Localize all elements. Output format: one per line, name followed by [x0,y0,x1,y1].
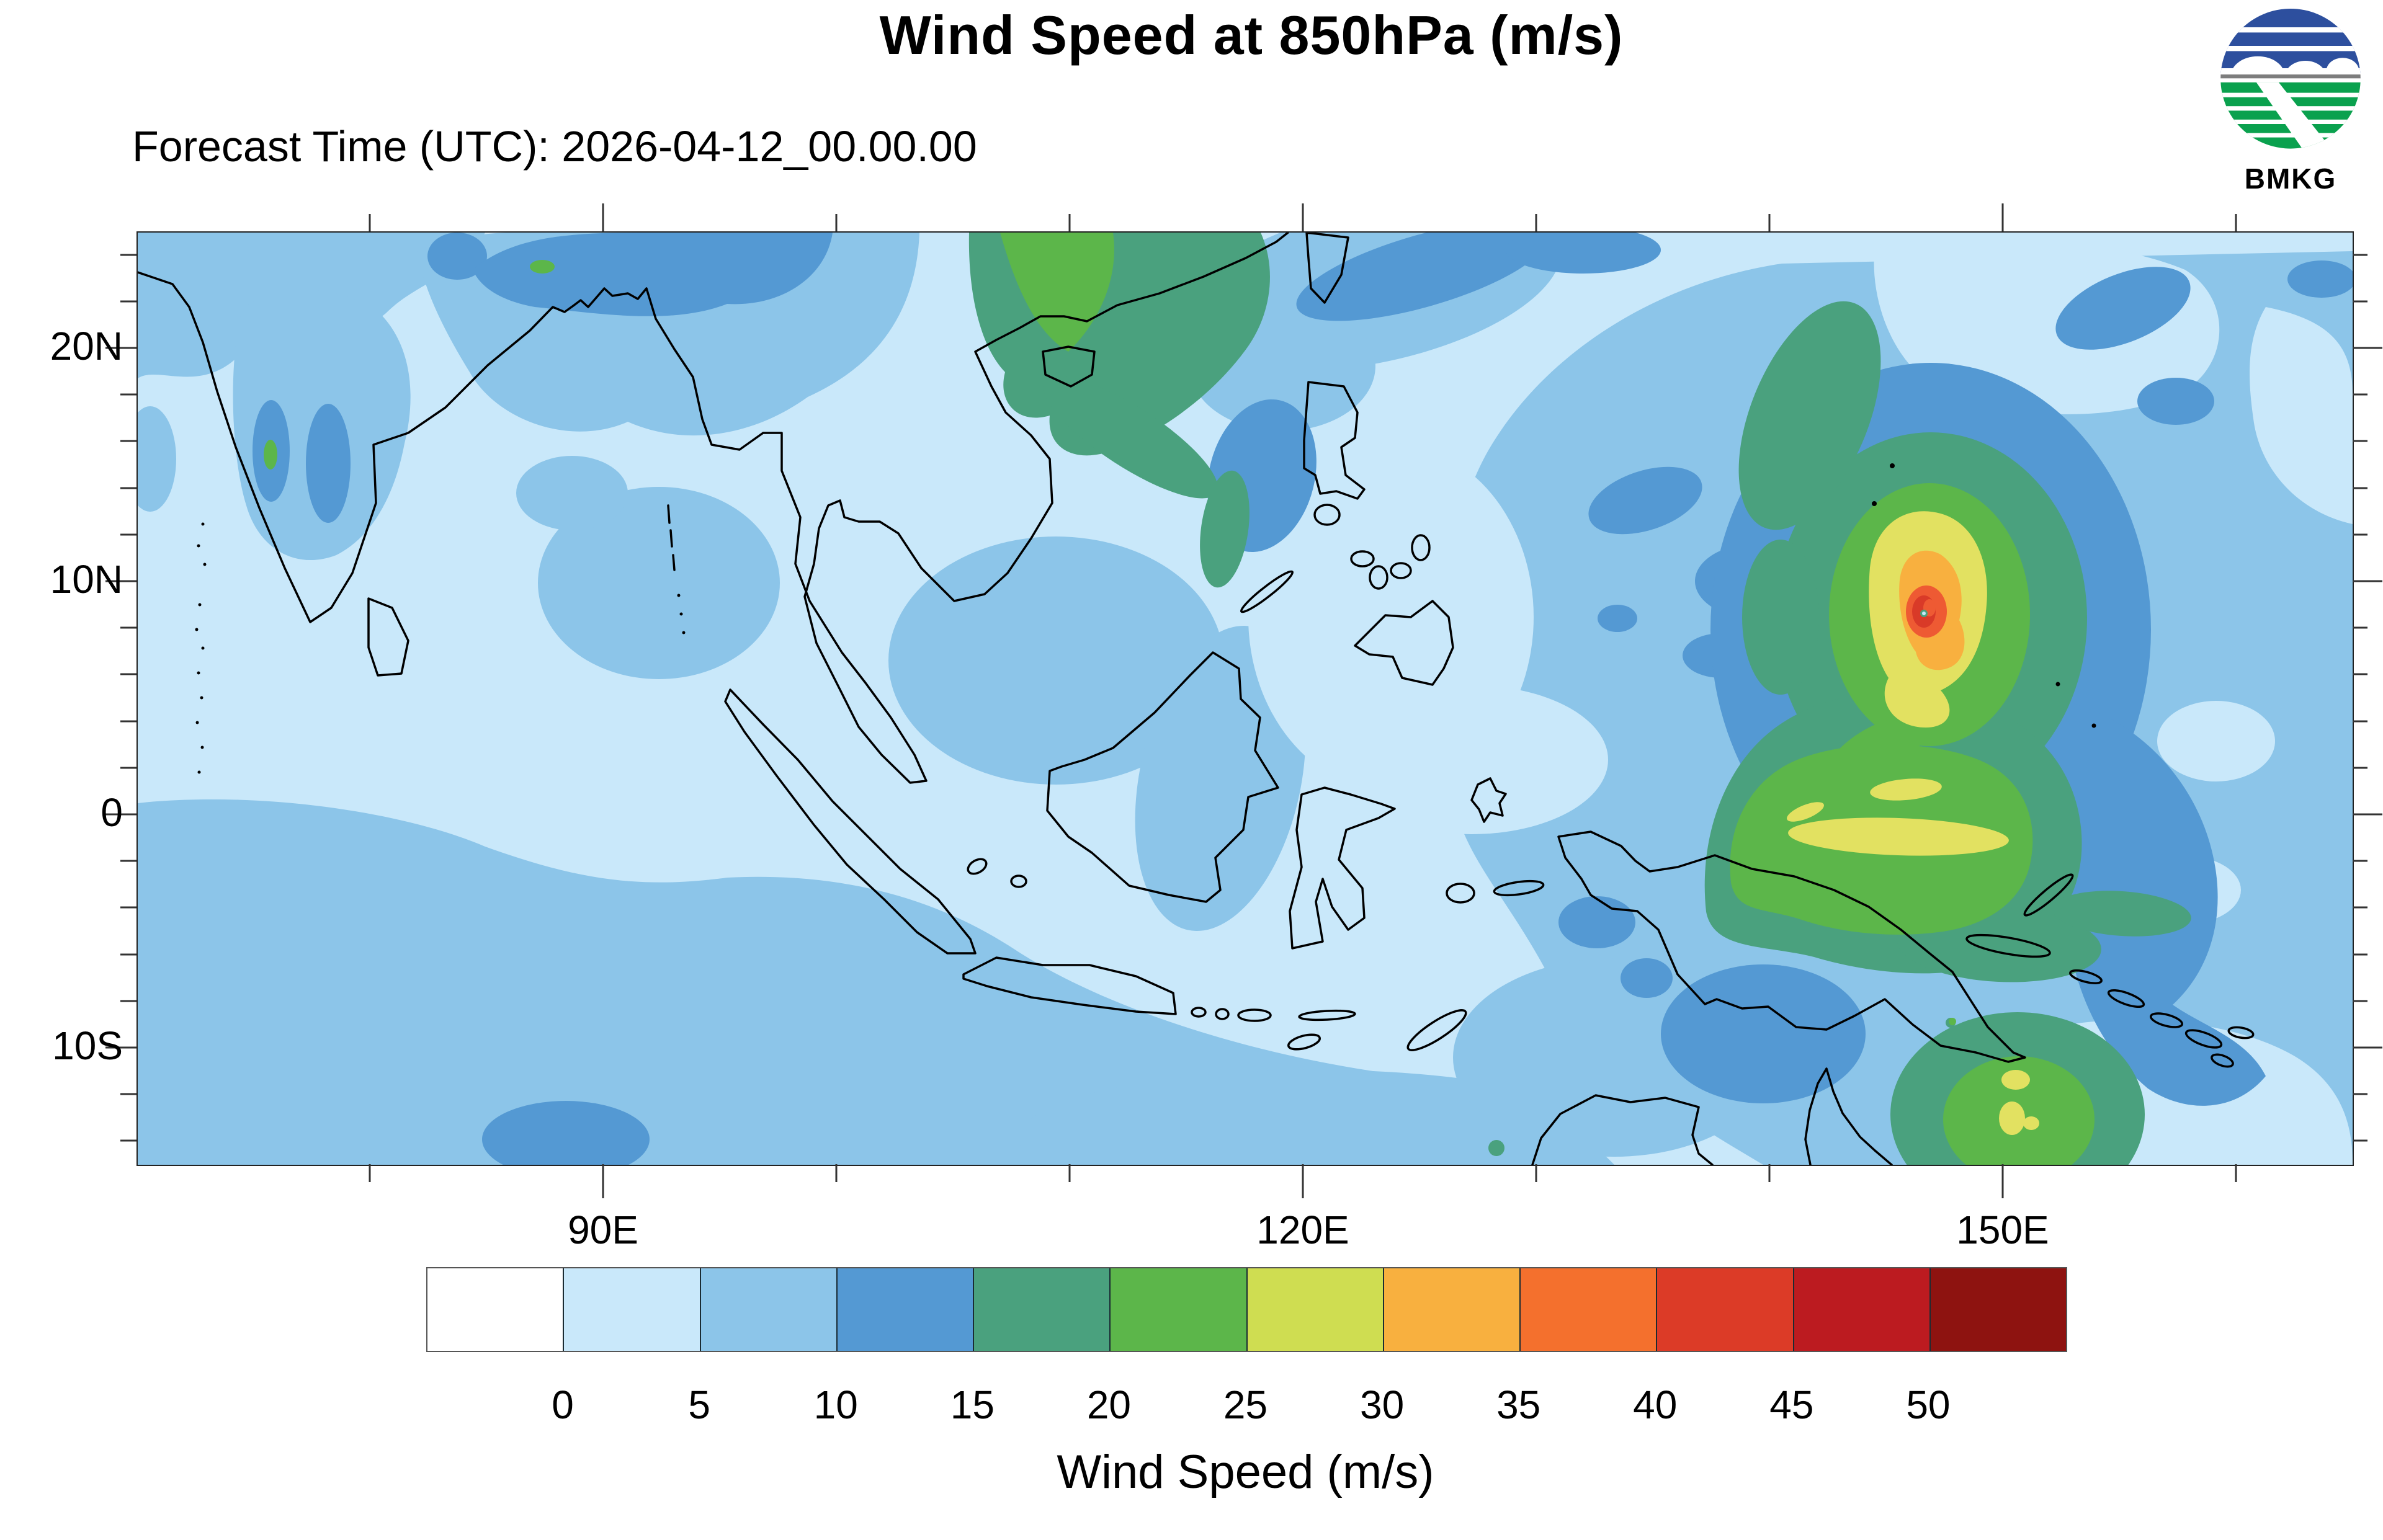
lat-label-20n: 20N [50,324,123,369]
page-title: Wind Speed at 850hPa (m/s) [879,4,1624,66]
colorbar-tick-40: 40 [1633,1382,1678,1427]
colorbar-cell-7 [1384,1268,1521,1351]
wind-speed-contour-field [138,233,2353,1165]
colorbar-tick-50: 50 [1906,1382,1951,1427]
coastlines [138,233,2255,1165]
bmkg-logo-icon [2220,9,2361,149]
forecast-time-label: Forecast Time (UTC): 2026-04-12_00.00.00 [132,122,977,171]
colorbar-cell-9 [1657,1268,1794,1351]
colorbar-cell-5 [1111,1268,1248,1351]
colorbar-cell-4 [974,1268,1111,1351]
small-islands [195,463,2096,774]
bmkg-logo: BMKG [2216,9,2365,195]
colorbar-tick-35: 35 [1496,1382,1541,1427]
lon-label-90e: 90E [568,1208,638,1252]
colorbar-tick-25: 25 [1223,1382,1268,1427]
colorbar-cell-2 [700,1268,838,1351]
lat-label-10n: 10N [50,557,123,602]
colorbar-cell-1 [564,1268,701,1351]
colorbar-cell-6 [1247,1268,1384,1351]
colorbar-cell-8 [1521,1268,1658,1351]
colorbar-tick-45: 45 [1769,1382,1814,1427]
lon-label-150e: 150E [1956,1208,2049,1252]
colorbar-tick-10: 10 [813,1382,858,1427]
bmkg-logo-label: BMKG [2244,162,2337,195]
colorbar-title: Wind Speed (m/s) [1057,1446,1434,1498]
colorbar-cell-3 [837,1268,974,1351]
colorbar-tick-5: 5 [688,1382,710,1427]
colorbar-cell-0 [427,1268,565,1351]
lat-label-0: 0 [101,790,123,835]
colorbar-tick-20: 20 [1086,1382,1131,1427]
colorbar-tick-15: 15 [950,1382,995,1427]
lat-label-10s: 10S [52,1023,123,1069]
colorbar-tick-labels: 0 5 10 15 20 25 30 35 40 45 50 [426,1382,2065,1431]
colorbar-tick-30: 30 [1359,1382,1405,1427]
colorbar-cell-11 [1930,1268,2066,1351]
colorbar-cell-10 [1794,1268,1931,1351]
lon-label-120e: 120E [1256,1208,1349,1252]
colorbar-tick-0: 0 [552,1382,574,1427]
map-plot [136,231,2354,1166]
colorbar [426,1267,2067,1352]
